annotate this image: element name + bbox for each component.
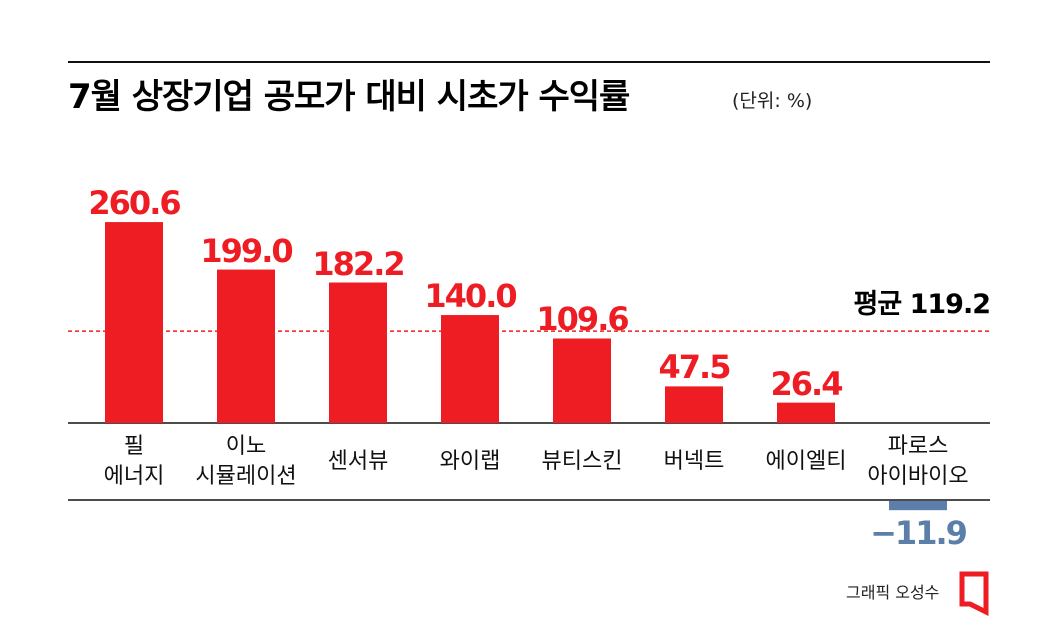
bar xyxy=(329,282,387,423)
value-label: 199.0 xyxy=(200,231,293,270)
value-label: 182.2 xyxy=(312,244,405,283)
bar xyxy=(665,386,723,423)
chart-title: 7월 상장기업 공모가 대비 시초가 수익률 xyxy=(68,77,630,117)
bar xyxy=(777,402,835,423)
x-tick-label: 이노 시뮬레이션 xyxy=(195,433,297,489)
bar xyxy=(889,501,947,511)
value-label: 260.6 xyxy=(88,184,181,223)
value-label: 140.0 xyxy=(424,277,517,316)
bar xyxy=(441,315,499,423)
average-label: 평균 119.2 xyxy=(853,289,992,320)
average-name: 평균 xyxy=(853,289,903,320)
value-label: 47.5 xyxy=(658,348,732,387)
credit: 그래픽 오성수 xyxy=(846,583,940,602)
x-tick-label: 필 에너지 xyxy=(103,433,165,489)
average-value: 119.2 xyxy=(909,289,991,320)
value-label: 26.4 xyxy=(770,364,844,403)
x-tick-label: 에이엘티 xyxy=(765,448,847,474)
x-tick-label: 버넥트 xyxy=(663,448,725,474)
x-tick-label: 센서뷰 xyxy=(327,448,389,474)
x-tick-label: 와이랩 xyxy=(439,448,501,474)
x-tick-label: 파로스 아이바이오 xyxy=(867,433,969,489)
bar xyxy=(105,222,163,423)
bar xyxy=(217,269,275,423)
value-label: 109.6 xyxy=(536,300,629,339)
value-label: −11.9 xyxy=(870,514,968,553)
chart-subtitle: (단위: %) xyxy=(732,90,813,112)
x-tick-label: 뷰티스킨 xyxy=(541,448,623,474)
bar xyxy=(553,338,611,423)
logo xyxy=(959,571,989,617)
